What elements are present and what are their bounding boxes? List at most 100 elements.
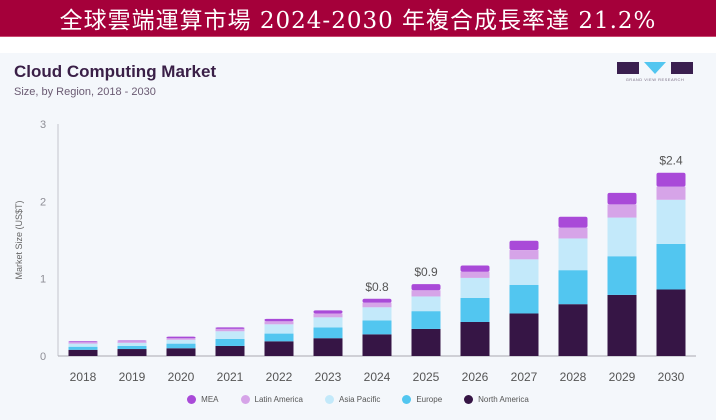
x-tick-label: 2024 [364,370,391,384]
bar-segment-latin-america [68,342,98,344]
legend-item-latin-america: Latin America [240,395,303,404]
bar-segment-mea [313,310,343,314]
y-tick-label: 0 [40,351,46,363]
bar-segment-latin-america [460,271,490,278]
y-axis-ticks: 0 1 2 3 [40,119,46,363]
bar-segment-north-america [362,334,392,356]
bar-stack-2030 [656,172,686,356]
x-tick-label: 2020 [168,370,195,384]
y-tick-label: 2 [40,196,46,208]
bar-stack-2023 [313,310,343,356]
bar-segment-europe [362,320,392,335]
bar-segment-asia-pacific [68,343,98,347]
logo-text: GRAND VIEW RESEARCH [625,77,685,82]
legend-item-mea: MEA [187,395,219,404]
y-axis-label: Market Size (US$T) [14,200,24,279]
bar-segment-mea [558,216,588,228]
bar-stack-2022 [264,318,294,356]
bar-segment-latin-america [117,341,147,343]
bar-segment-asia-pacific [460,277,490,298]
bar-stack-2019 [117,340,147,356]
bar-segment-mea [411,284,441,291]
bar-stack-2028 [558,216,588,356]
chart-card [0,53,716,420]
x-tick-label: 2030 [658,370,685,384]
bar-stack-2027 [509,240,539,356]
bar-stack-2018 [68,341,98,356]
legend-label: MEA [201,395,219,404]
bar-segment-north-america [166,348,196,356]
bar-segment-latin-america [166,338,196,340]
bar-segment-europe [656,243,686,290]
bar-segment-mea [166,336,196,339]
bar-segment-latin-america [558,227,588,239]
bar-segment-latin-america [656,186,686,200]
bar-segment-mea [656,172,686,187]
grand-view-research-logo: GRAND VIEW RESEARCH [617,62,693,84]
bar-segment-north-america [509,313,539,356]
bar-segment-europe [313,327,343,339]
bar-segment-mea [264,318,294,322]
bar-segment-europe [166,343,196,349]
chart-title: Cloud Computing Market [14,62,217,81]
x-tick-label: 2018 [70,370,97,384]
bar-stack-2020 [166,336,196,356]
legend-dot-icon [402,395,412,404]
bar-segment-europe [117,345,147,350]
bar-segment-latin-america [411,290,441,297]
bar-segment-mea [117,340,147,342]
bar-segment-mea [215,327,245,329]
data-labels: $0.8 $0.9 $2.4 [365,154,683,294]
bar-segment-north-america [607,294,637,356]
bar-stack-2026 [460,265,490,356]
bar-segment-north-america [411,328,441,356]
legend: MEA Latin America Asia Pacific Europe North … [0,395,716,404]
legend-label: Europe [416,395,443,404]
x-tick-label: 2027 [511,370,538,384]
legend-dot-icon [324,395,334,404]
bar-segment-asia-pacific [362,307,392,321]
x-axis-ticks: 2018 2019 2020 2021 2022 2023 2024 2025 2026 2027… [70,370,685,384]
y-tick-label: 3 [40,119,46,131]
legend-item-north-america: North America [464,395,529,404]
legend-label: North America [478,395,529,404]
bar-segment-north-america [313,338,343,356]
x-tick-label: 2019 [119,370,146,384]
bar-segment-north-america [215,345,245,356]
bar-segment-europe [607,256,637,295]
bar-segment-mea [509,240,539,251]
data-label-2030: $2.4 [659,154,683,168]
bar-stack-2029 [607,192,637,356]
legend-label: Asia Pacific [338,395,381,404]
bar-segment-europe [411,311,441,329]
data-label-2024: $0.8 [365,280,389,294]
bar-segment-north-america [68,349,98,356]
legend-item-europe: Europe [402,395,442,404]
bar-segment-latin-america [509,250,539,260]
bar-segment-asia-pacific [313,317,343,328]
x-tick-label: 2028 [560,370,587,384]
legend-dot-icon [464,395,474,404]
chart-subtitle: Size, by Region, 2018 - 2030 [14,86,156,98]
logo-right-block-icon [671,62,693,74]
bar-segment-latin-america [362,302,392,308]
bar-segment-europe [215,338,245,346]
bar-segment-asia-pacific [558,238,588,271]
legend-dot-icon [240,395,250,404]
bar-segment-north-america [656,289,686,356]
bar-segment-asia-pacific [509,259,539,285]
bar-segment-asia-pacific [656,199,686,244]
legend-label: Latin America [254,395,303,404]
bar-segment-north-america [117,349,147,356]
bar-stack-2024 [362,298,392,356]
bar-segment-asia-pacific [607,217,637,257]
logo-triangle-icon [644,62,666,74]
x-tick-label: 2022 [266,370,293,384]
banner-text: 全球雲端運算市場 2024-2030 年複合成長率達 21.2% [59,8,657,34]
bar-segment-north-america [264,341,294,356]
bar-segment-asia-pacific [117,342,147,346]
bar-stack-2021 [215,327,245,356]
logo-left-block-icon [617,62,639,74]
bar-segment-mea [460,265,490,272]
